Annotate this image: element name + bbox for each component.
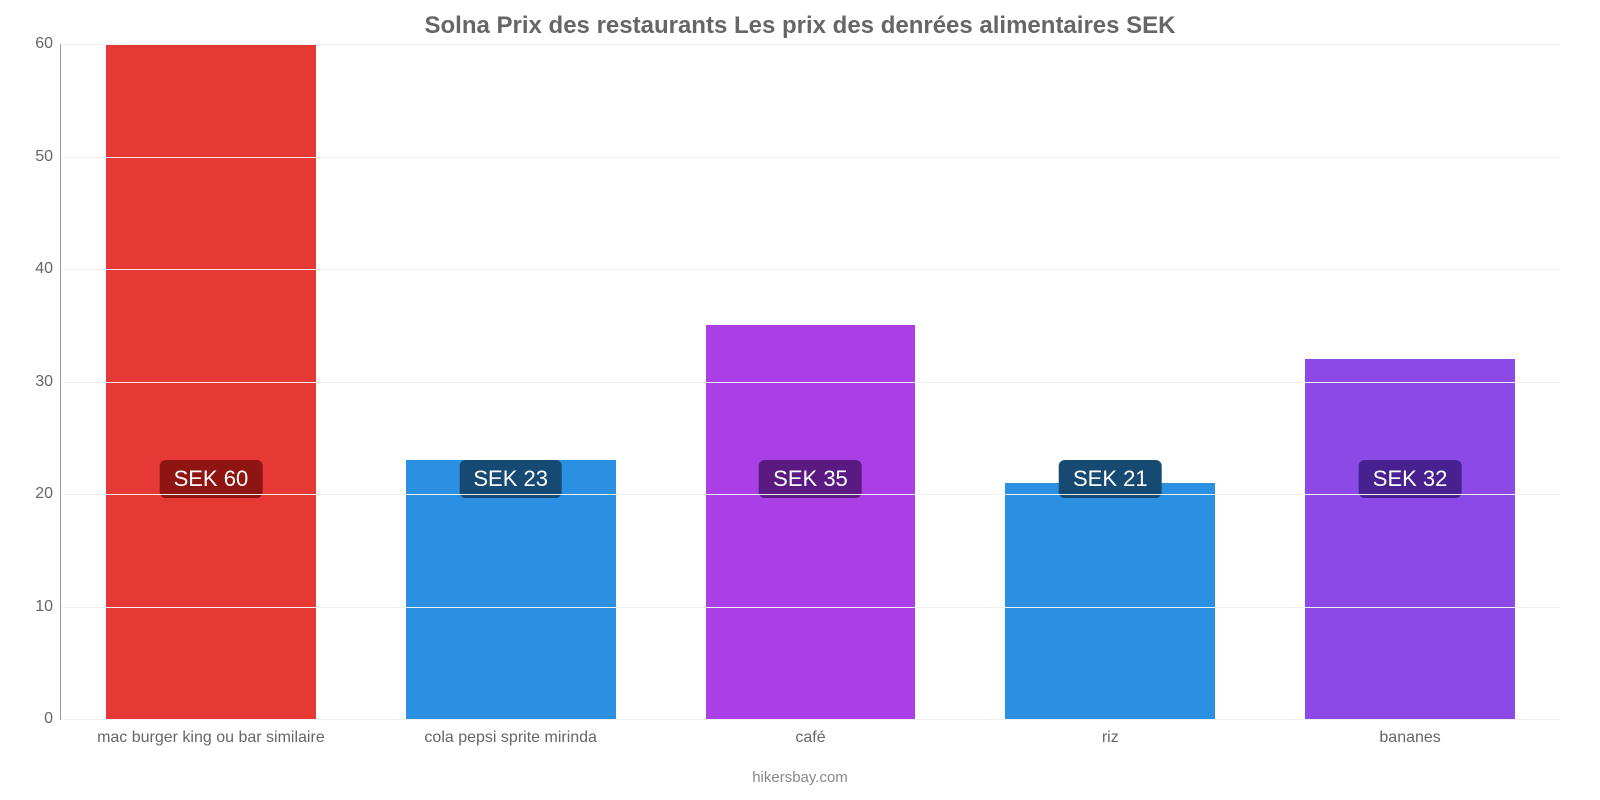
plot-area: SEK 60mac burger king ou bar similaireSE… — [60, 44, 1560, 720]
value-badge: SEK 23 — [459, 460, 562, 498]
gridline — [61, 269, 1560, 270]
x-tick-label: riz — [960, 729, 1260, 747]
gridline — [61, 607, 1560, 608]
chart-title: Solna Prix des restaurants Les prix des … — [0, 12, 1600, 40]
x-tick-label: mac burger king ou bar similaire — [61, 729, 361, 747]
value-badge: SEK 35 — [759, 460, 862, 498]
bar-chart: Solna Prix des restaurants Les prix des … — [0, 0, 1600, 800]
y-tick-label: 40 — [35, 260, 53, 278]
x-tick-label: cola pepsi sprite mirinda — [361, 729, 661, 747]
value-badge: SEK 60 — [160, 460, 263, 498]
gridline — [61, 494, 1560, 495]
x-tick-label: bananes — [1260, 729, 1560, 747]
x-tick-label: café — [661, 729, 961, 747]
gridline — [61, 719, 1560, 720]
y-tick-label: 60 — [35, 35, 53, 53]
value-badge: SEK 21 — [1059, 460, 1162, 498]
y-tick-label: 0 — [44, 710, 53, 728]
credit-text: hikersbay.com — [0, 769, 1600, 786]
bar — [406, 460, 616, 719]
y-tick-label: 50 — [35, 148, 53, 166]
value-badge: SEK 32 — [1359, 460, 1462, 498]
y-tick-label: 10 — [35, 598, 53, 616]
bar — [706, 325, 916, 719]
y-tick-label: 20 — [35, 485, 53, 503]
bar — [1305, 359, 1515, 719]
gridline — [61, 157, 1560, 158]
gridline — [61, 382, 1560, 383]
bar — [1005, 483, 1215, 719]
gridline — [61, 44, 1560, 45]
y-tick-label: 30 — [35, 373, 53, 391]
